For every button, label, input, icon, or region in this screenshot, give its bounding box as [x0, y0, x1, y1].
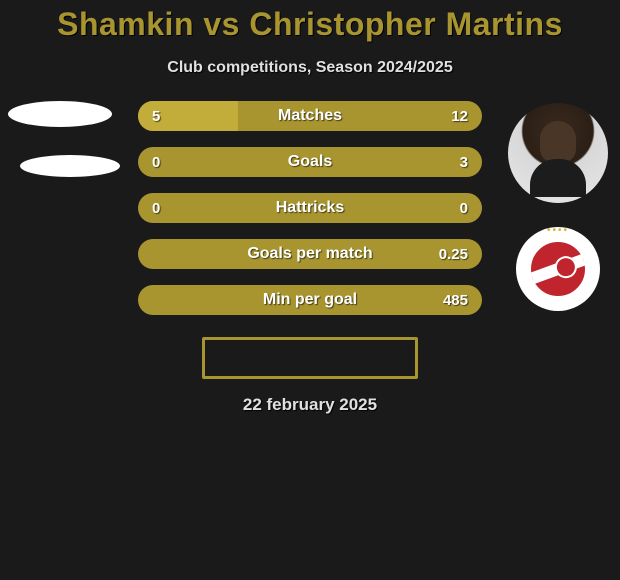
brand-text: FcTables.com	[265, 348, 384, 369]
stat-value-right: 3	[460, 147, 468, 177]
stat-value-right: 0	[460, 193, 468, 223]
stat-label: Matches	[138, 101, 482, 131]
subtitle: Club competitions, Season 2024/2025	[0, 59, 620, 77]
stat-value-right: 485	[443, 285, 468, 315]
stat-label: Min per goal	[138, 285, 482, 315]
date-text: 22 february 2025	[0, 395, 620, 415]
page-title: Shamkin vs Christopher Martins	[0, 6, 620, 43]
stat-value-right: 12	[451, 101, 468, 131]
stat-label: Goals	[138, 147, 482, 177]
stat-bars: 5 Matches 12 0 Goals 3 0 Hattricks 0 Goa…	[138, 101, 482, 331]
stat-value-right: 0.25	[439, 239, 468, 269]
stat-row-matches: 5 Matches 12	[138, 101, 482, 131]
stat-row-goals: 0 Goals 3	[138, 147, 482, 177]
stats-area: 5 Matches 12 0 Goals 3 0 Hattricks 0 Goa…	[0, 101, 620, 331]
club-logo-stripe	[531, 254, 586, 284]
player-left-avatar	[8, 101, 120, 177]
bar-chart-icon	[237, 349, 259, 367]
placeholder-ellipse	[20, 155, 120, 177]
root: Shamkin vs Christopher Martins Club comp…	[0, 0, 620, 415]
stat-row-hattricks: 0 Hattricks 0	[138, 193, 482, 223]
player-photo	[508, 103, 608, 203]
stat-row-goals-per-match: Goals per match 0.25	[138, 239, 482, 269]
stat-row-min-per-goal: Min per goal 485	[138, 285, 482, 315]
placeholder-ellipse	[8, 101, 112, 127]
club-logo-inner	[527, 238, 589, 300]
club-logo	[516, 227, 600, 311]
brand-box[interactable]: FcTables.com	[202, 337, 418, 379]
stat-label: Hattricks	[138, 193, 482, 223]
stat-label: Goals per match	[138, 239, 482, 269]
player-right-avatar	[508, 103, 608, 311]
